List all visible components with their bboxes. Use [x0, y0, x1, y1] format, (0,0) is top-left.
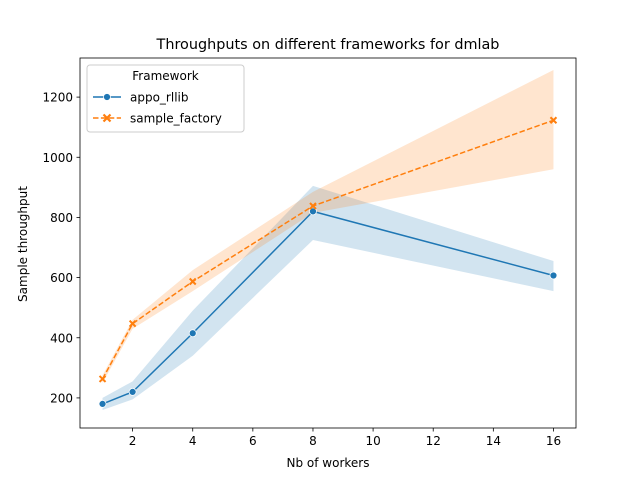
legend-frame [86, 64, 245, 133]
data-point-sample-factory [549, 116, 558, 124]
x-tick-label: 2 [129, 434, 137, 448]
legend-title: Framework [132, 69, 198, 83]
y-tick-label: 1200 [42, 91, 73, 105]
y-tick-label: 1000 [42, 151, 73, 165]
legend-marker-appo-rllib [103, 93, 111, 101]
x-tick-label: 4 [189, 434, 197, 448]
x-tick-label: 12 [426, 434, 441, 448]
y-tick-label: 800 [50, 211, 73, 225]
y-tick-label: 400 [50, 331, 73, 345]
chart-title: Throughputs on different frameworks for … [156, 37, 500, 53]
confidence-band-sample-factory [102, 70, 554, 383]
data-point-appo-rllib [549, 271, 558, 280]
y-tick-label: 200 [50, 391, 73, 405]
x-tick-label: 14 [486, 434, 501, 448]
x-tick-label: 8 [309, 434, 317, 448]
data-point-sample-factory [128, 319, 137, 328]
data-point-sample-factory [98, 375, 107, 383]
legend-label-appo-rllib: appo_rllib [130, 91, 188, 105]
axes: 2 4 6 8 10 12 14 16 200 400 600 800 1000 1200 [42, 57, 577, 448]
y-tick-label: 600 [50, 271, 73, 285]
data-point-appo-rllib [98, 400, 107, 408]
data-point-sample-factory [309, 202, 317, 210]
confidence-band-appo-rllib [102, 185, 554, 410]
confidence-bands [102, 70, 554, 410]
legend: Framework appo_rllib sample_factory [86, 64, 245, 133]
x-tick-label: 6 [249, 434, 257, 448]
x-tick-label: 16 [546, 434, 561, 448]
legend-marker-sample-factory [102, 113, 112, 123]
y-axis-label: Sample throughput [16, 186, 30, 302]
data-point-appo-rllib [188, 329, 197, 338]
series-markers [98, 116, 558, 408]
data-point-appo-rllib [309, 207, 317, 216]
x-tick-label: 10 [365, 434, 380, 448]
legend-label-sample-factory: sample_factory [130, 112, 222, 126]
plot-frame [79, 57, 577, 429]
data-point-appo-rllib [128, 388, 137, 396]
data-point-sample-factory [189, 277, 197, 286]
x-axis-label: Nb of workers [287, 456, 370, 470]
